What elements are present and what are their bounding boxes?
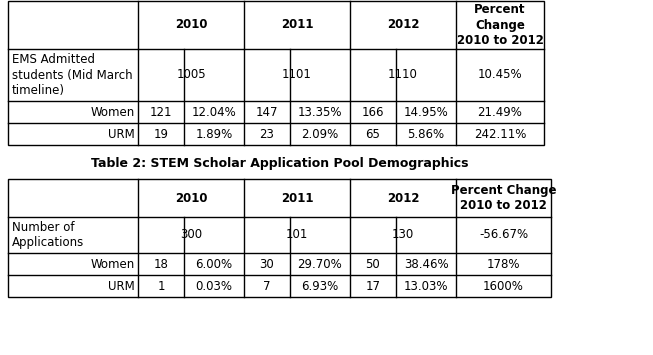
Text: 2012: 2012 [387, 191, 419, 204]
Text: Women: Women [91, 257, 135, 271]
Text: 2010: 2010 [175, 191, 207, 204]
Text: 1.89%: 1.89% [195, 127, 232, 141]
Text: 14.95%: 14.95% [404, 105, 449, 119]
Text: URM: URM [108, 127, 135, 141]
Text: 29.70%: 29.70% [298, 257, 342, 271]
Text: 6.93%: 6.93% [302, 279, 339, 293]
Text: 17: 17 [366, 279, 381, 293]
Text: Percent
Change
2010 to 2012: Percent Change 2010 to 2012 [456, 3, 543, 47]
Text: 130: 130 [392, 229, 414, 241]
Text: 10.45%: 10.45% [478, 69, 522, 82]
Text: 300: 300 [180, 229, 202, 241]
Text: -56.67%: -56.67% [479, 229, 528, 241]
Text: URM: URM [108, 279, 135, 293]
Text: 2011: 2011 [281, 18, 313, 32]
Text: 6.00%: 6.00% [195, 257, 232, 271]
Text: 38.46%: 38.46% [404, 257, 449, 271]
Text: 101: 101 [286, 229, 308, 241]
Text: 1110: 1110 [388, 69, 418, 82]
Text: 21.49%: 21.49% [477, 105, 522, 119]
Text: Women: Women [91, 105, 135, 119]
Text: 0.03%: 0.03% [195, 279, 232, 293]
Text: 18: 18 [153, 257, 168, 271]
Text: 13.03%: 13.03% [404, 279, 448, 293]
Text: 166: 166 [362, 105, 384, 119]
Text: 30: 30 [260, 257, 274, 271]
Text: 1: 1 [157, 279, 165, 293]
Text: Table 2: STEM Scholar Application Pool Demographics: Table 2: STEM Scholar Application Pool D… [91, 157, 468, 169]
Text: 1101: 1101 [282, 69, 312, 82]
Bar [8, 1, 544, 145]
Bar [8, 179, 551, 297]
Text: 23: 23 [259, 127, 274, 141]
Text: Percent Change
2010 to 2012: Percent Change 2010 to 2012 [451, 184, 556, 212]
Text: 2.09%: 2.09% [302, 127, 339, 141]
Text: 178%: 178% [486, 257, 520, 271]
Text: 2011: 2011 [281, 191, 313, 204]
Text: 65: 65 [366, 127, 381, 141]
Text: Number of
Applications: Number of Applications [12, 221, 84, 249]
Text: 13.35%: 13.35% [298, 105, 342, 119]
Text: 19: 19 [153, 127, 168, 141]
Text: 1600%: 1600% [483, 279, 524, 293]
Text: 2012: 2012 [387, 18, 419, 32]
Text: 5.86%: 5.86% [407, 127, 445, 141]
Text: 2010: 2010 [175, 18, 207, 32]
Text: EMS Admitted
students (Mid March
timeline): EMS Admitted students (Mid March timelin… [12, 53, 133, 97]
Text: 12.04%: 12.04% [191, 105, 236, 119]
Text: 121: 121 [150, 105, 172, 119]
Text: 147: 147 [256, 105, 278, 119]
Text: 7: 7 [263, 279, 271, 293]
Text: 1005: 1005 [176, 69, 206, 82]
Text: 242.11%: 242.11% [474, 127, 526, 141]
Text: 50: 50 [366, 257, 381, 271]
